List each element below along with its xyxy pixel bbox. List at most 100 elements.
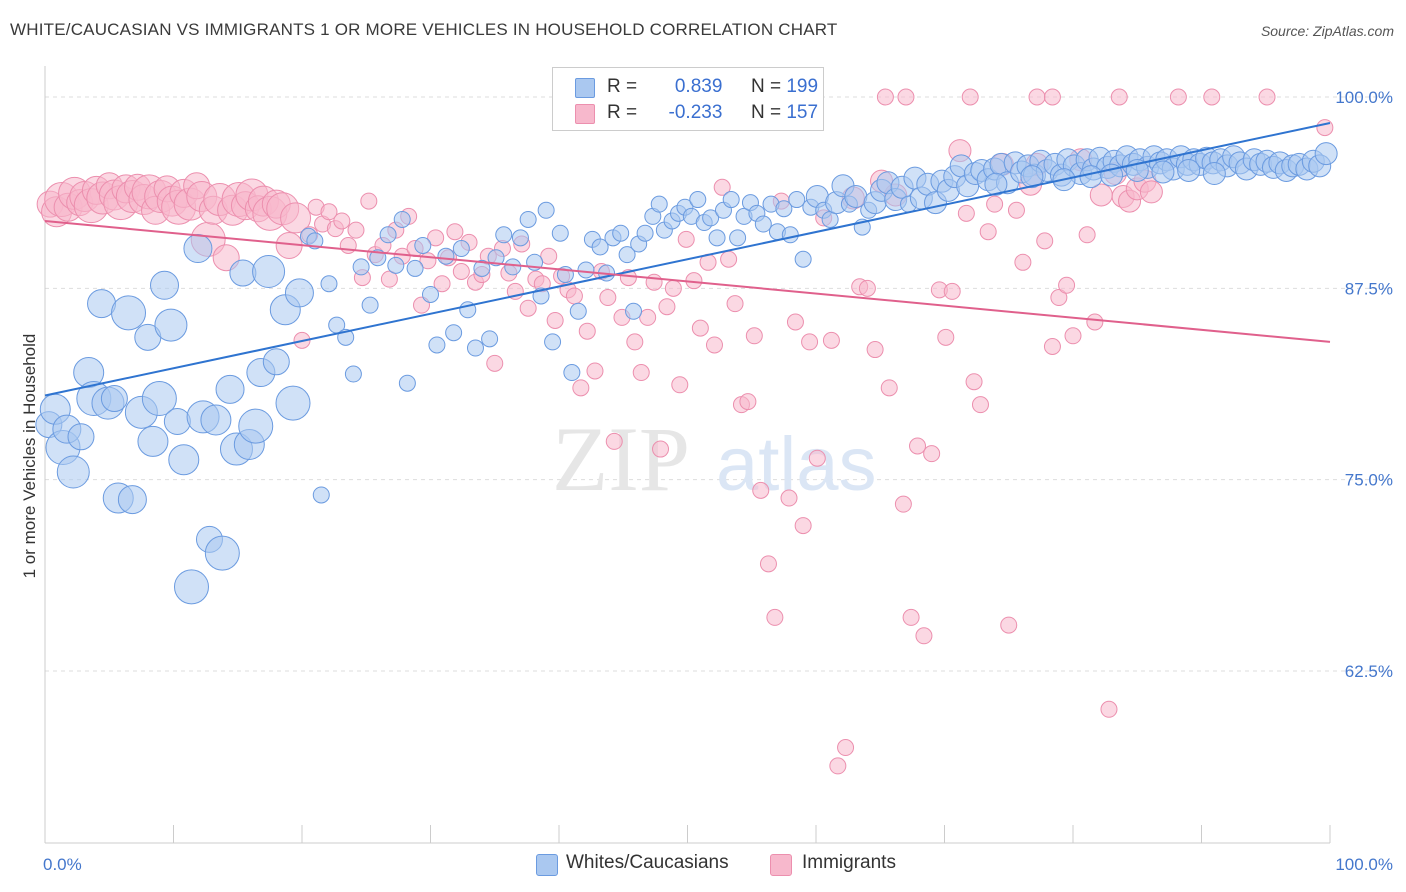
data-point	[183, 234, 213, 264]
data-point	[632, 364, 650, 382]
data-point	[766, 608, 784, 626]
data-point	[369, 249, 387, 267]
data-point	[361, 296, 379, 314]
data-point	[546, 311, 564, 329]
data-point	[808, 449, 826, 467]
data-point	[909, 437, 927, 455]
data-point	[722, 191, 740, 209]
data-point	[537, 201, 555, 219]
stats-legend: R = 0.839 N = 199 R = -0.233 N = 157	[552, 67, 824, 131]
data-point	[275, 385, 311, 421]
y-tick-label: 100.0%	[1335, 88, 1393, 107]
data-point	[788, 191, 806, 209]
data-point	[1020, 165, 1044, 189]
data-point	[829, 757, 847, 775]
data-point	[1007, 201, 1025, 219]
chart-title: WHITE/CAUCASIAN VS IMMIGRANTS 1 OR MORE …	[10, 20, 838, 39]
data-point	[729, 229, 747, 247]
data-point	[519, 210, 537, 228]
data-point	[1036, 232, 1054, 250]
data-point	[519, 299, 537, 317]
data-point	[1151, 160, 1175, 184]
data-point	[312, 486, 330, 504]
data-point	[339, 236, 357, 254]
data-point	[56, 455, 90, 489]
data-point	[173, 569, 209, 605]
data-point	[689, 191, 707, 209]
legend-n-label: N =	[750, 102, 782, 123]
data-point	[473, 259, 491, 277]
data-point	[540, 247, 558, 265]
data-point	[1058, 276, 1076, 294]
bottom-legend-swatch-whites	[536, 854, 558, 876]
data-point	[837, 739, 855, 757]
y-tick-label: 75.0%	[1345, 471, 1393, 490]
data-point	[1139, 180, 1163, 204]
data-point	[1169, 88, 1187, 106]
data-point	[1043, 337, 1061, 355]
source-label: Source: ZipAtlas.com	[1260, 23, 1394, 39]
data-point	[754, 215, 772, 233]
legend-swatch-whites	[575, 78, 595, 98]
legend-n-value: 199	[786, 76, 819, 97]
data-point	[880, 379, 898, 397]
data-point	[625, 302, 643, 320]
data-point	[894, 495, 912, 513]
legend-r-value: 0.839	[674, 76, 723, 97]
data-point	[677, 230, 695, 248]
data-point	[111, 295, 147, 331]
data-point	[486, 354, 504, 372]
data-point	[1177, 158, 1201, 182]
legend-n-label: N =	[750, 76, 782, 97]
data-point	[117, 485, 147, 515]
data-point	[154, 308, 188, 342]
data-point	[306, 232, 324, 250]
data-point	[794, 250, 812, 268]
data-point	[333, 212, 351, 230]
data-point	[639, 308, 657, 326]
data-point	[1202, 162, 1226, 186]
data-point	[360, 192, 378, 210]
data-point	[986, 195, 1004, 213]
data-point	[284, 278, 314, 308]
data-point	[452, 262, 470, 280]
data-point	[204, 535, 240, 571]
data-point	[781, 226, 799, 244]
data-point	[876, 88, 894, 106]
data-point	[822, 331, 840, 349]
data-point	[739, 393, 757, 411]
data-point	[726, 295, 744, 313]
data-point	[406, 259, 424, 277]
trend-line-whites	[44, 122, 1331, 397]
data-point	[612, 224, 630, 242]
data-point	[1043, 88, 1061, 106]
data-point	[215, 374, 245, 404]
watermark-atlas: atlas	[716, 422, 877, 507]
data-point	[1314, 142, 1338, 166]
bottom-legend-label-immigrants: Immigrants	[802, 852, 896, 873]
y-tick-label: 87.5%	[1345, 279, 1393, 298]
data-point	[1014, 253, 1032, 271]
data-point	[591, 238, 609, 256]
legend-r-label: R =	[607, 76, 638, 97]
data-point	[984, 172, 1008, 196]
data-point	[280, 202, 312, 234]
data-point	[200, 404, 232, 436]
data-point	[705, 336, 723, 354]
data-point	[1050, 289, 1068, 307]
data-point	[393, 210, 411, 228]
data-point	[720, 250, 738, 268]
data-point	[971, 396, 989, 414]
data-point	[1078, 226, 1096, 244]
data-point	[137, 425, 169, 457]
data-point	[745, 327, 763, 345]
data-point	[352, 258, 370, 276]
data-point	[67, 423, 95, 451]
data-point	[344, 365, 362, 383]
data-point	[650, 195, 668, 213]
data-point	[780, 489, 798, 507]
data-point	[618, 246, 636, 264]
data-point	[445, 324, 463, 342]
data-point	[578, 322, 596, 340]
data-point	[428, 336, 446, 354]
